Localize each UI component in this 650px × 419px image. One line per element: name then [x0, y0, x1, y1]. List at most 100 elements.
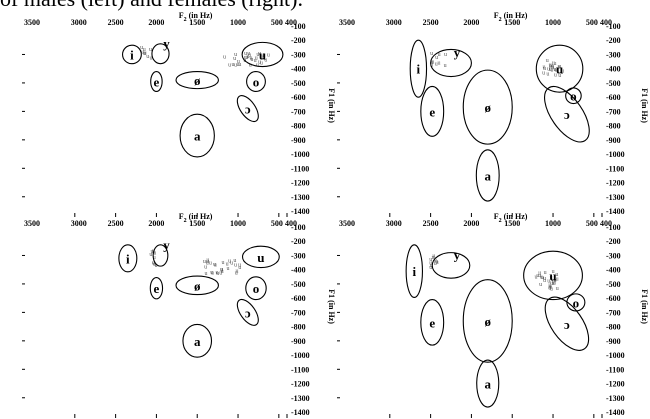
token-point: u: [434, 261, 437, 267]
x-tick-label: 3000: [386, 18, 402, 27]
vowel-label: y: [454, 45, 461, 60]
y-tick-label: -500: [291, 280, 306, 289]
token-point: u: [536, 273, 539, 279]
x-tick-label: 2000: [148, 18, 164, 27]
y-tick-label: -500: [606, 280, 621, 289]
y-axis-label: F1 (in Hz): [640, 289, 649, 324]
token-point: u: [228, 258, 231, 264]
token-point: u: [543, 278, 546, 284]
vowel-ellipse: [150, 70, 163, 93]
token-point: u: [550, 275, 553, 281]
x-tick-label: 1500: [504, 18, 520, 27]
vowel-label: ɔ: [245, 102, 251, 117]
token-point: u: [249, 56, 252, 62]
y-tick-label: -1400: [606, 207, 625, 216]
token-point: u: [547, 278, 550, 284]
y-tick-label: -700: [606, 107, 621, 116]
token-point: u: [548, 285, 551, 291]
y-tick-label: -100: [291, 22, 306, 31]
token-point: u: [556, 277, 559, 283]
y-tick-label: -800: [291, 122, 306, 131]
vowel-ellipse: [409, 39, 428, 98]
vowel-ellipse: [182, 323, 213, 358]
token-point: u: [150, 55, 153, 61]
token-point: u: [431, 59, 434, 65]
token-point: u: [541, 275, 544, 281]
x-tick-label: 3500: [24, 18, 40, 27]
token-point: u: [238, 62, 241, 68]
vowel-ellipse: [118, 244, 138, 273]
y-tick-label: -1000: [606, 150, 625, 159]
token-point: u: [245, 55, 248, 61]
token-point: u: [153, 255, 156, 261]
token-point: u: [206, 257, 209, 263]
y-tick-label: -200: [291, 237, 306, 246]
y-tick-label: -1100: [291, 365, 309, 374]
vowel-label: e: [429, 104, 435, 119]
token-point: u: [548, 282, 551, 288]
vowel-label: a: [194, 129, 201, 144]
vowel-label: u: [257, 250, 264, 265]
y-tick-label: -100: [606, 22, 621, 31]
token-point: u: [153, 262, 156, 268]
y-tick-label: -700: [291, 308, 306, 317]
token-point: u: [222, 260, 225, 266]
y-tick-label: -1200: [291, 179, 310, 188]
token-point: u: [444, 52, 447, 58]
token-point: u: [234, 262, 237, 268]
token-point: u: [228, 62, 231, 68]
token-point: u: [210, 270, 213, 276]
token-point: u: [429, 257, 432, 263]
y-tick-label: -1100: [606, 164, 624, 173]
vowel-ellipse: [420, 85, 445, 137]
vowel-ellipse: [122, 44, 142, 65]
y-axis-label-inner: F1 (in Hz): [327, 88, 336, 123]
token-point: u: [214, 262, 217, 268]
token-point: u: [141, 49, 144, 55]
vowel-label: ø: [484, 100, 491, 115]
token-point: u: [143, 51, 146, 57]
y-tick-label: -900: [606, 136, 621, 145]
token-point: u: [213, 262, 216, 268]
vowel-ellipse: [544, 85, 590, 143]
token-point: u: [561, 69, 564, 75]
vowel-label: o: [253, 75, 260, 90]
token-point: u: [430, 51, 433, 57]
token-point: u: [432, 254, 435, 260]
token-point: u: [152, 261, 155, 267]
figure-caption: of males (left) and females (right).: [0, 0, 650, 12]
y-tick-label: -500: [291, 79, 306, 88]
x-tick-label: 2500: [108, 18, 124, 27]
y-tick-label: -300: [291, 251, 306, 260]
token-point: u: [429, 265, 432, 271]
token-point: u: [254, 58, 257, 64]
y-tick-label: -1300: [291, 193, 310, 202]
token-point: u: [444, 63, 447, 69]
token-point: u: [546, 58, 549, 64]
token-point: u: [438, 52, 441, 58]
vowel-ellipse: [544, 296, 590, 351]
x-tick-label: 500: [271, 219, 283, 228]
vowel-label: o: [573, 295, 580, 310]
vowel-label: ø: [194, 278, 201, 293]
token-point: u: [551, 65, 554, 71]
token-point: u: [430, 263, 433, 269]
x-tick-label: 2000: [463, 219, 479, 228]
vowel-ellipse: [175, 275, 219, 296]
vowel-ellipse: [149, 276, 164, 300]
x-tick-label: 1000: [230, 219, 246, 228]
token-point: u: [226, 262, 229, 268]
token-point: u: [248, 52, 251, 58]
token-point: u: [235, 271, 238, 277]
token-point: u: [553, 278, 556, 284]
vowel-ellipse: [152, 244, 169, 267]
token-point: u: [238, 265, 241, 271]
token-point: u: [151, 249, 154, 255]
token-point: u: [223, 54, 226, 60]
y-tick-label: -600: [291, 294, 306, 303]
token-point: u: [430, 62, 433, 68]
token-point: u: [438, 61, 441, 67]
token-point: u: [543, 276, 546, 282]
vowel-label: a: [484, 377, 491, 392]
token-point: u: [153, 251, 156, 257]
